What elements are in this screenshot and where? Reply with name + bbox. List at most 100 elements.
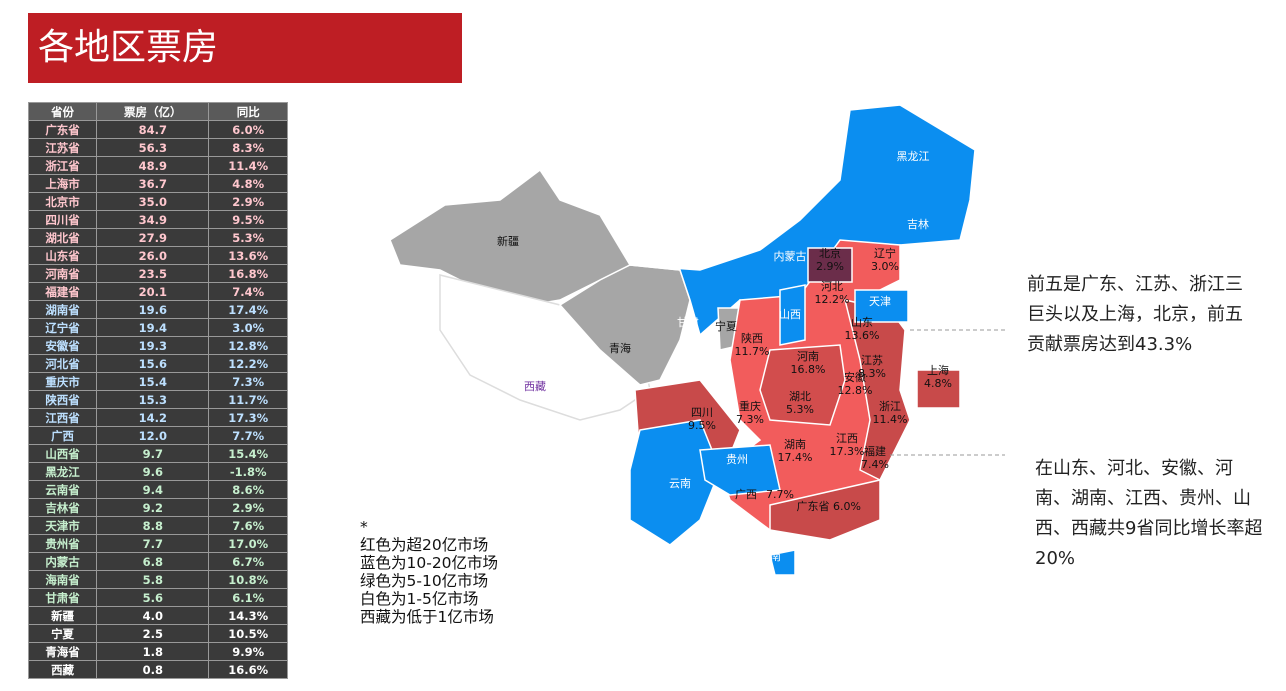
- table-cell: 9.6: [96, 462, 210, 481]
- table-cell: 4.8%: [208, 174, 288, 193]
- beijing: [807, 247, 853, 283]
- table-cell: 内蒙古: [27, 552, 98, 571]
- region-name: 黑龙江: [897, 150, 930, 163]
- table-row: 甘肃省 5.6 6.1%: [27, 588, 288, 607]
- table-cell: 海南省: [27, 570, 98, 589]
- table-cell: 广东省: [27, 120, 98, 139]
- table-cell: 84.7: [96, 120, 210, 139]
- table-cell: 4.0: [96, 606, 210, 625]
- table-cell: 6.1%: [208, 588, 288, 607]
- table-cell: 8.6%: [208, 480, 288, 499]
- region-growth: 8.3%: [858, 367, 886, 380]
- table-cell: 广西: [27, 426, 98, 445]
- region-growth: 7.4%: [861, 458, 889, 471]
- region-name: 浙江: [879, 400, 901, 413]
- table-cell: 17.3%: [208, 408, 288, 427]
- region-name: 广西: [735, 488, 757, 501]
- table-row: 西藏 0.8 16.6%: [27, 660, 288, 679]
- table-row: 河南省 23.5 16.8%: [27, 264, 288, 283]
- table-cell: 7.6%: [208, 516, 288, 535]
- table-row: 江苏省 56.3 8.3%: [27, 138, 288, 157]
- table-row: 江西省 14.2 17.3%: [27, 408, 288, 427]
- table-row: 重庆市 15.4 7.3%: [27, 372, 288, 391]
- region-name: 贵州: [726, 453, 748, 466]
- table-cell: 2.9%: [208, 192, 288, 211]
- table-cell: 辽宁省: [27, 318, 98, 337]
- table-cell: 吉林省: [27, 498, 98, 517]
- table-cell: -1.8%: [208, 462, 288, 481]
- legend-note: * 红色为超20亿市场 蓝色为10-20亿市场 绿色为5-10亿市场 白色为1-5亿市场…: [360, 518, 498, 626]
- table-cell: 青海省: [27, 642, 98, 661]
- region-name: 吉林: [907, 217, 929, 231]
- regions: [389, 104, 976, 576]
- region-name: 宁夏: [715, 319, 737, 333]
- region-name: 江西: [836, 432, 858, 445]
- yunnan: [629, 419, 721, 546]
- note-top-five: 前五是广东、江苏、浙江三巨头以及上海，北京，前五贡献票房达到43.3%: [1027, 274, 1243, 355]
- region-growth: 7.3%: [736, 413, 764, 426]
- table-cell: 35.0: [96, 192, 210, 211]
- tianjin: [854, 289, 909, 323]
- table-row: 贵州省 7.7 17.0%: [27, 534, 288, 553]
- region-growth: 9.5%: [688, 419, 716, 432]
- region-name: 广东省: [797, 500, 830, 513]
- table-row: 湖南省 19.6 17.4%: [27, 300, 288, 319]
- table-cell: 浙江省: [27, 156, 98, 175]
- table-row: 辽宁省 19.4 3.0%: [27, 318, 288, 337]
- table-cell: 19.6: [96, 300, 210, 319]
- hainan: [769, 549, 796, 576]
- region-name: 河南: [797, 350, 819, 363]
- table-cell: 17.4%: [208, 300, 288, 319]
- region-name: 河北: [821, 280, 843, 293]
- table-cell: 西藏: [27, 660, 98, 679]
- region-name: 新疆: [497, 234, 519, 248]
- table-row: 青海省 1.8 9.9%: [27, 642, 288, 661]
- table-cell: 7.7: [96, 534, 210, 553]
- legend-line: 红色为超20亿市场: [360, 536, 489, 554]
- region-growth: 12.8%: [838, 384, 873, 397]
- region-growth: 7.7%: [766, 488, 794, 501]
- legend-line: 西藏为低于1亿市场: [360, 608, 494, 626]
- table-row: 宁夏 2.5 10.5%: [27, 624, 288, 643]
- table-cell: 甘肃省: [27, 588, 98, 607]
- table-cell: 17.0%: [208, 534, 288, 553]
- legend-line: 白色为1-5亿市场: [360, 590, 479, 608]
- region-name: 山西: [779, 308, 801, 321]
- table-cell: 湖南省: [27, 300, 98, 319]
- table-cell: 26.0: [96, 246, 210, 265]
- table-row: 浙江省 48.9 11.4%: [27, 156, 288, 175]
- table-cell: 34.9: [96, 210, 210, 229]
- table-cell: 安徽省: [27, 336, 98, 355]
- region-growth: 11.4%: [873, 413, 908, 426]
- table-cell: 5.6: [96, 588, 210, 607]
- guangdong: [769, 479, 881, 541]
- table-cell: 宁夏: [27, 624, 98, 643]
- table-cell: 16.6%: [208, 660, 288, 679]
- table-cell: 山东省: [27, 246, 98, 265]
- table-cell: 16.8%: [208, 264, 288, 283]
- legend-star: *: [360, 518, 368, 536]
- note-growth: 在山东、河北、安徽、河南、湖南、江西、贵州、山西、西藏共9省同比增长率超20%: [1035, 458, 1263, 569]
- legend-line: 蓝色为10-20亿市场: [360, 554, 499, 572]
- table-cell: 河北省: [27, 354, 98, 373]
- region-name: 上海: [927, 363, 949, 377]
- region-growth: 13.6%: [845, 329, 880, 342]
- table-cell: 7.3%: [208, 372, 288, 391]
- table-cell: 15.4: [96, 372, 210, 391]
- region-name: 安徽: [844, 370, 866, 384]
- table-cell: 福建省: [27, 282, 98, 301]
- region-growth: 16.8%: [791, 363, 826, 376]
- guizhou: [699, 444, 781, 496]
- table-cell: 11.4%: [208, 156, 288, 175]
- qinghai: [558, 264, 691, 386]
- table-cell: 12.2%: [208, 354, 288, 373]
- region-name: 山东: [851, 316, 873, 329]
- table-cell: 19.4: [96, 318, 210, 337]
- region-growth: 4.8%: [924, 377, 952, 390]
- region-growth: 17.4%: [778, 451, 813, 464]
- table-cell: 14.2: [96, 408, 210, 427]
- table-cell: 9.9%: [208, 642, 288, 661]
- region-growth: 6.0%: [833, 500, 861, 513]
